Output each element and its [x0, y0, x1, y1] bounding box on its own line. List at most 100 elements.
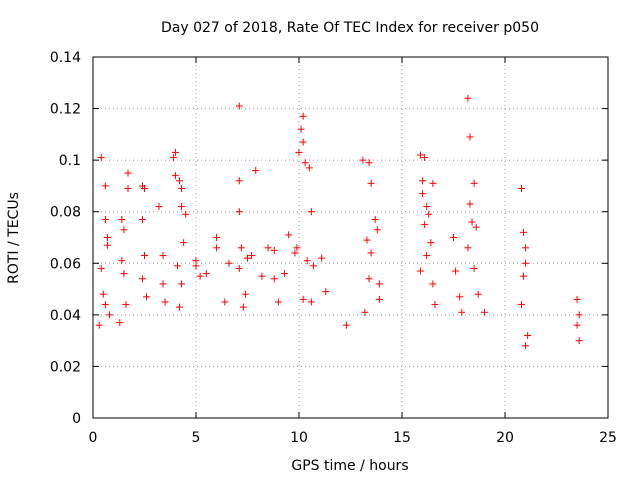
data-point	[322, 288, 330, 296]
data-point	[235, 177, 243, 185]
data-point	[293, 244, 301, 252]
data-point	[466, 200, 474, 208]
y-tick-label: 0.02	[50, 359, 81, 375]
chart-title: Day 027 of 2018, Rate Of TEC Index for r…	[161, 20, 539, 36]
data-point	[124, 185, 132, 193]
data-point	[196, 272, 204, 280]
data-point	[456, 293, 464, 301]
data-point	[176, 303, 184, 311]
data-point	[281, 270, 289, 278]
x-tick-label: 15	[393, 430, 411, 446]
data-points	[95, 94, 583, 350]
y-tick-label: 0	[72, 411, 81, 427]
data-point	[429, 280, 437, 288]
data-point	[367, 179, 375, 187]
data-point	[159, 252, 167, 260]
data-point	[138, 275, 146, 283]
data-point	[180, 239, 188, 247]
data-point	[520, 228, 528, 236]
data-point	[470, 179, 478, 187]
data-point	[361, 308, 369, 316]
data-point	[105, 311, 113, 319]
data-point	[359, 156, 367, 164]
data-point	[464, 94, 472, 102]
data-point	[309, 262, 317, 270]
data-point	[417, 267, 425, 275]
data-point	[367, 249, 375, 257]
data-point	[423, 252, 431, 260]
data-point	[173, 262, 181, 270]
data-point	[423, 203, 431, 211]
y-tick-label: 0.04	[50, 308, 81, 324]
data-point	[421, 154, 429, 162]
data-point	[244, 254, 251, 262]
data-point	[480, 308, 488, 316]
data-point	[192, 262, 200, 270]
y-tick-label: 0.12	[50, 102, 81, 118]
x-tick-label: 10	[290, 430, 308, 446]
data-point	[375, 280, 383, 288]
data-point	[522, 342, 530, 350]
data-point	[524, 331, 532, 339]
data-point	[101, 301, 109, 309]
data-point	[120, 226, 128, 234]
data-point	[285, 231, 293, 239]
data-point	[573, 295, 581, 303]
data-point	[270, 275, 278, 283]
data-point	[305, 164, 313, 172]
data-point	[235, 264, 243, 272]
data-point	[178, 280, 186, 288]
data-point	[97, 154, 105, 162]
data-point	[258, 272, 266, 280]
y-tick-label: 0.06	[50, 256, 81, 272]
y-axis-label: ROTI / TECUs	[6, 192, 22, 284]
data-point	[155, 203, 163, 211]
data-point	[171, 172, 179, 180]
data-point	[421, 221, 429, 229]
data-point	[178, 203, 186, 211]
data-point	[303, 257, 311, 265]
data-point	[363, 236, 371, 244]
data-point	[295, 148, 303, 156]
data-point	[318, 254, 326, 262]
data-point	[213, 244, 221, 252]
data-point	[138, 215, 146, 223]
data-point	[101, 182, 109, 190]
data-point	[419, 177, 427, 185]
x-axis-label: GPS time / hours	[291, 458, 408, 474]
y-tick-label: 0.1	[59, 153, 81, 169]
data-point	[99, 290, 107, 298]
data-point	[116, 319, 124, 327]
data-point	[237, 244, 245, 252]
data-point	[161, 298, 169, 306]
data-point	[118, 257, 126, 265]
data-point	[118, 215, 126, 223]
data-point	[159, 280, 167, 288]
data-point	[241, 290, 249, 298]
data-point	[120, 270, 128, 278]
data-point	[474, 290, 482, 298]
data-point	[575, 311, 583, 319]
data-point	[464, 244, 472, 252]
data-point	[202, 270, 210, 278]
grid-lines	[93, 57, 608, 418]
y-tick-labels: 0 0.02 0.04 0.06 0.08 0.1 0.12 0.14	[50, 50, 81, 427]
data-point	[178, 185, 186, 193]
data-point	[141, 252, 148, 260]
data-point	[213, 234, 221, 241]
data-point	[431, 301, 439, 309]
data-point	[101, 215, 109, 223]
data-point	[373, 226, 381, 234]
data-point	[458, 308, 466, 316]
data-point	[429, 179, 437, 187]
data-point	[452, 267, 460, 275]
data-point	[274, 298, 282, 306]
data-point	[522, 259, 530, 267]
data-point	[176, 177, 184, 185]
data-point	[427, 239, 435, 247]
data-point	[248, 252, 256, 260]
axis-ticks	[92, 56, 609, 419]
data-point	[182, 210, 190, 218]
data-point	[365, 275, 373, 283]
